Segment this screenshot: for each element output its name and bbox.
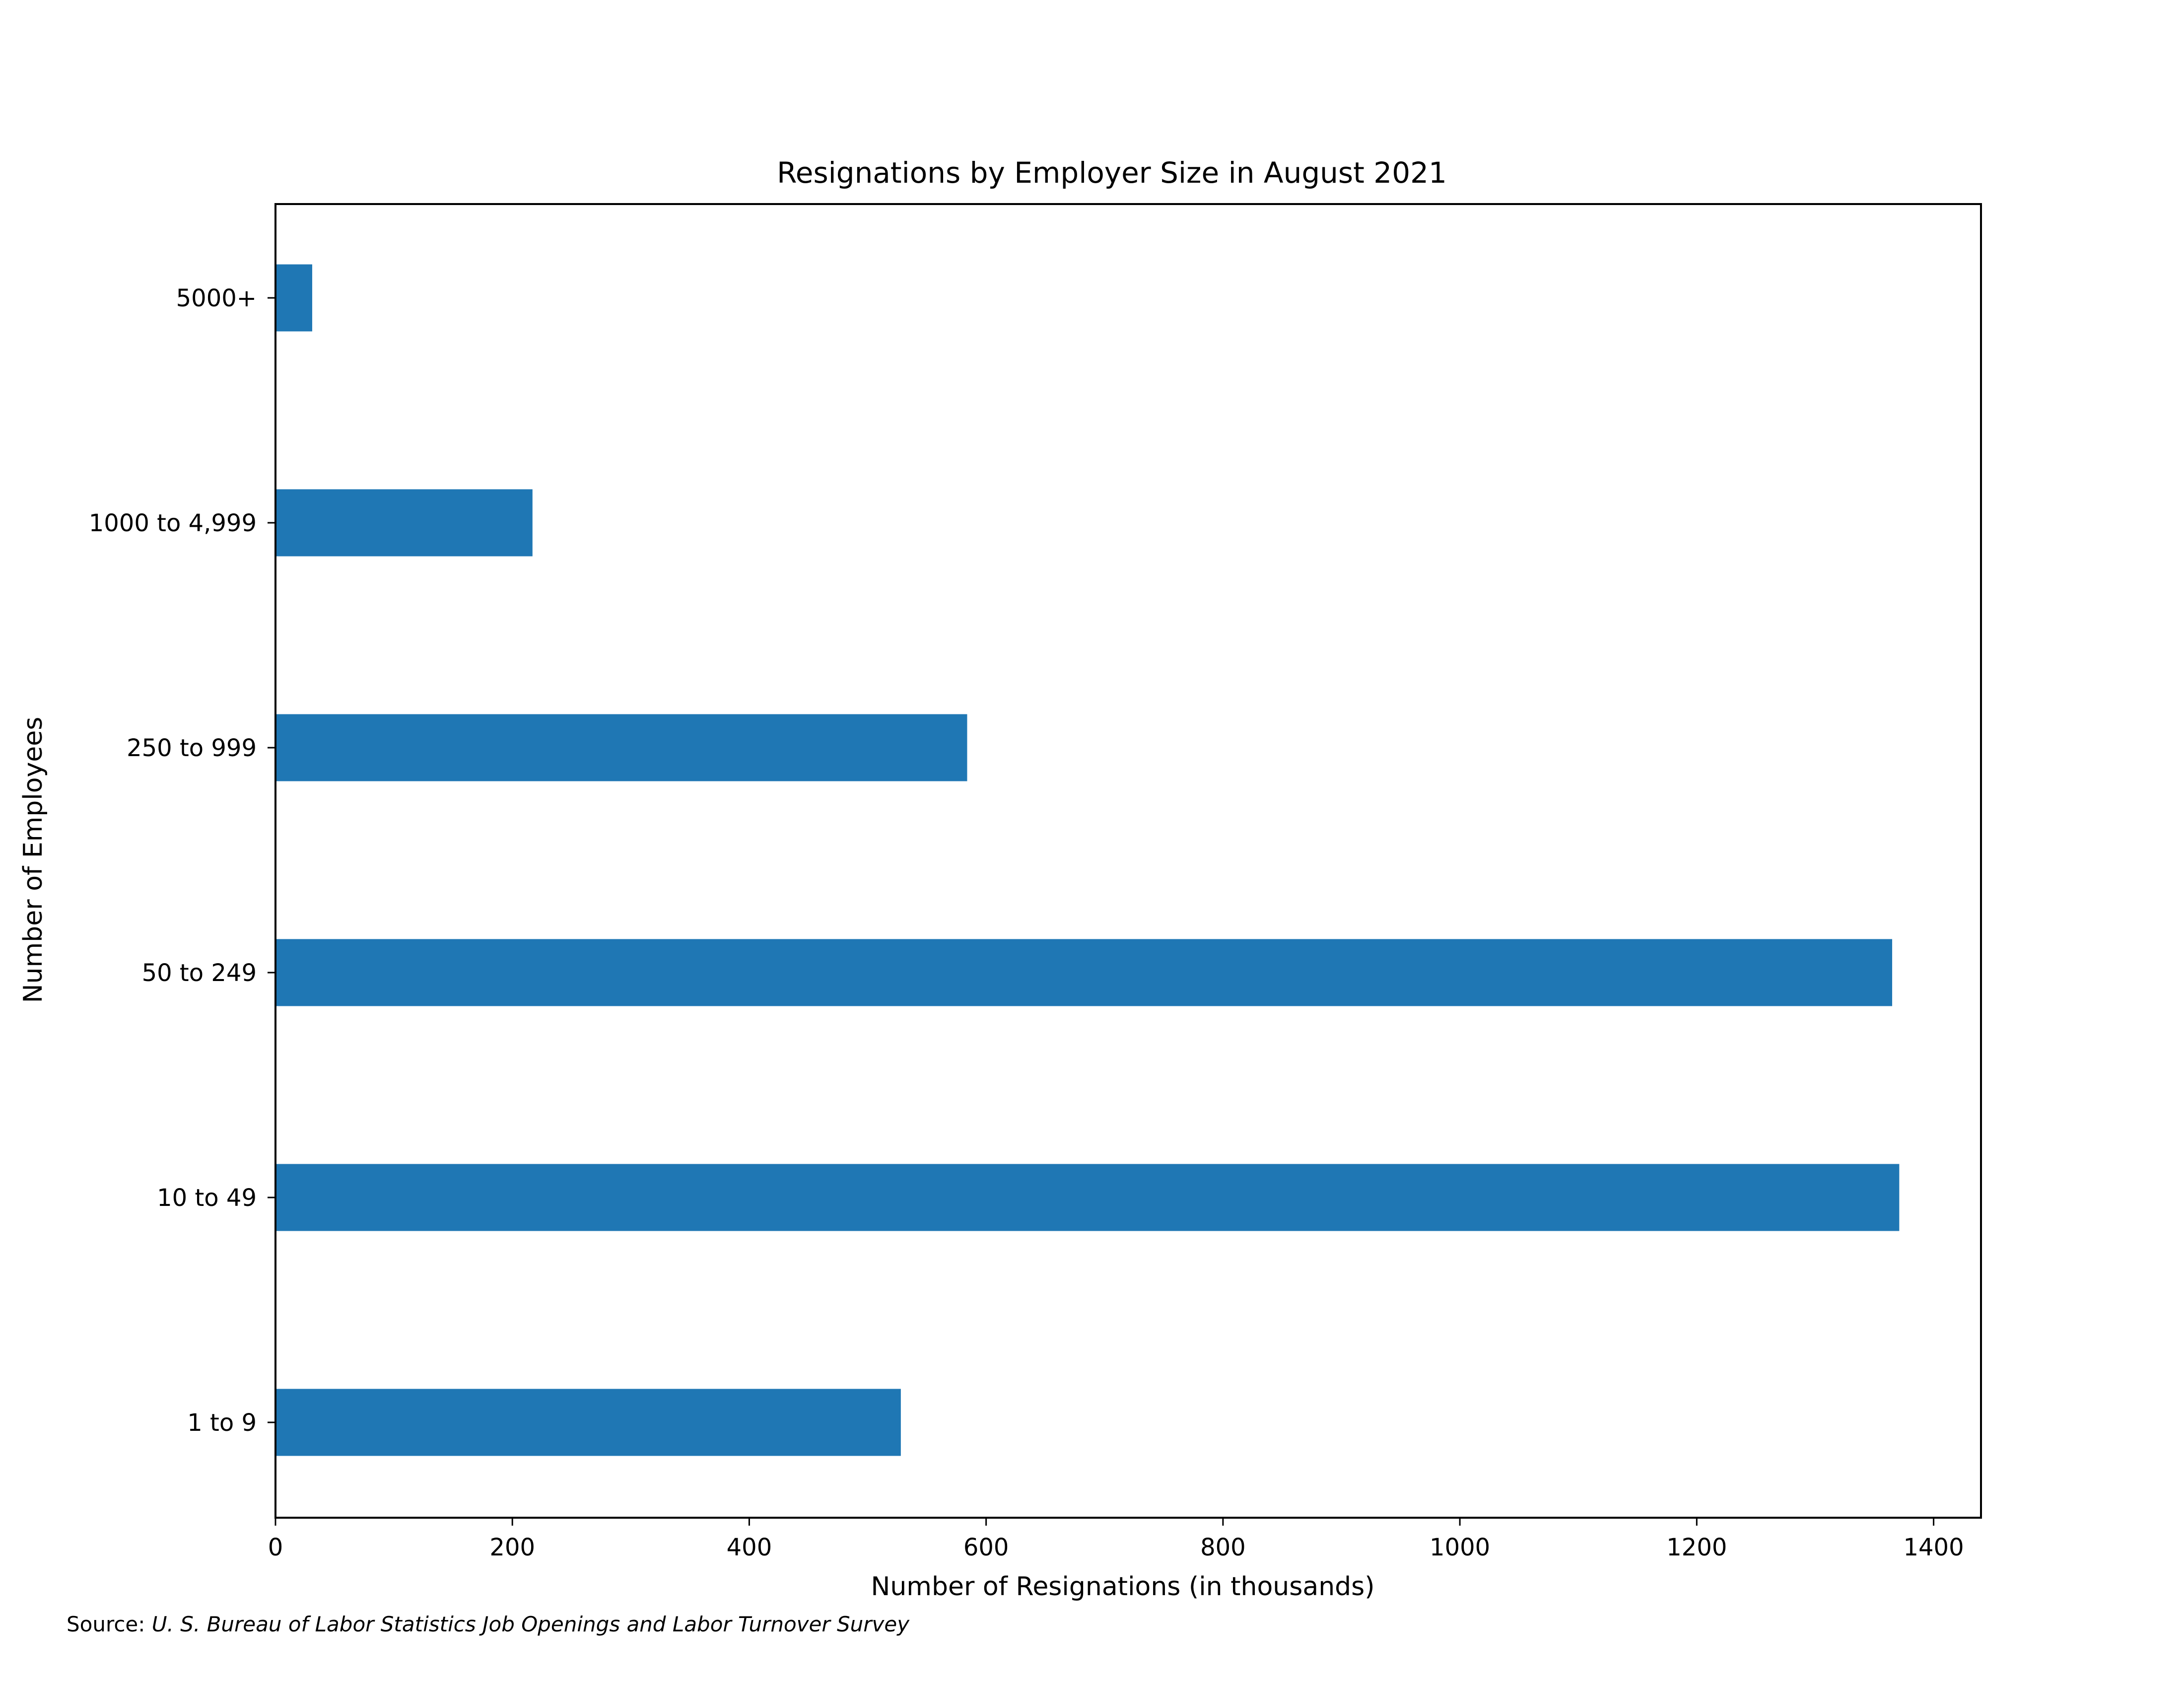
y-tick-label-1000-to-4-999: 1000 to 4,999	[89, 509, 257, 537]
bar-250-to-999	[275, 714, 967, 781]
bar-50-to-249	[275, 939, 1893, 1006]
bar-5000	[275, 264, 312, 332]
y-tick-label-250-to-999: 250 to 999	[127, 734, 257, 762]
chart-title: Resignations by Employer Size in August …	[777, 156, 1447, 190]
y-tick-label-10-to-49: 10 to 49	[157, 1184, 257, 1212]
x-tick-label-1400: 1400	[1903, 1534, 1964, 1561]
x-tick-label-600: 600	[963, 1534, 1009, 1561]
source-text: U. S. Bureau of Labor Statistics Job Ope…	[152, 1612, 910, 1636]
bar-1000-to-4-999	[275, 489, 533, 557]
x-axis-ticks: 0 200 400 600 800 1000 1200 1400	[268, 1518, 1964, 1561]
x-axis-label: Number of Resignations (in thousands)	[871, 1572, 1374, 1602]
bar-1-to-9	[275, 1389, 901, 1456]
source-note: Source: U. S. Bureau of Labor Statistics…	[67, 1612, 910, 1636]
source-prefix: Source:	[67, 1612, 152, 1636]
x-tick-label-1200: 1200	[1666, 1534, 1727, 1561]
bars-group	[275, 264, 1900, 1456]
y-tick-label-1-to-9: 1 to 9	[187, 1409, 257, 1437]
x-tick-label-1000: 1000	[1430, 1534, 1490, 1561]
y-tick-label-5000: 5000+	[176, 284, 257, 312]
y-tick-label-50-to-249: 50 to 249	[142, 959, 257, 987]
x-tick-label-0: 0	[268, 1534, 283, 1561]
y-axis-ticks: 1 to 9 10 to 49 50 to 249 250 to 999 1000 to…	[89, 284, 275, 1437]
y-axis-label: Number of Employees	[18, 717, 48, 1003]
plot-frame	[274, 203, 1982, 1519]
x-tick-label-400: 400	[727, 1534, 772, 1561]
bar-10-to-49	[275, 1164, 1900, 1231]
x-tick-label-200: 200	[489, 1534, 535, 1561]
x-tick-label-800: 800	[1200, 1534, 1246, 1561]
